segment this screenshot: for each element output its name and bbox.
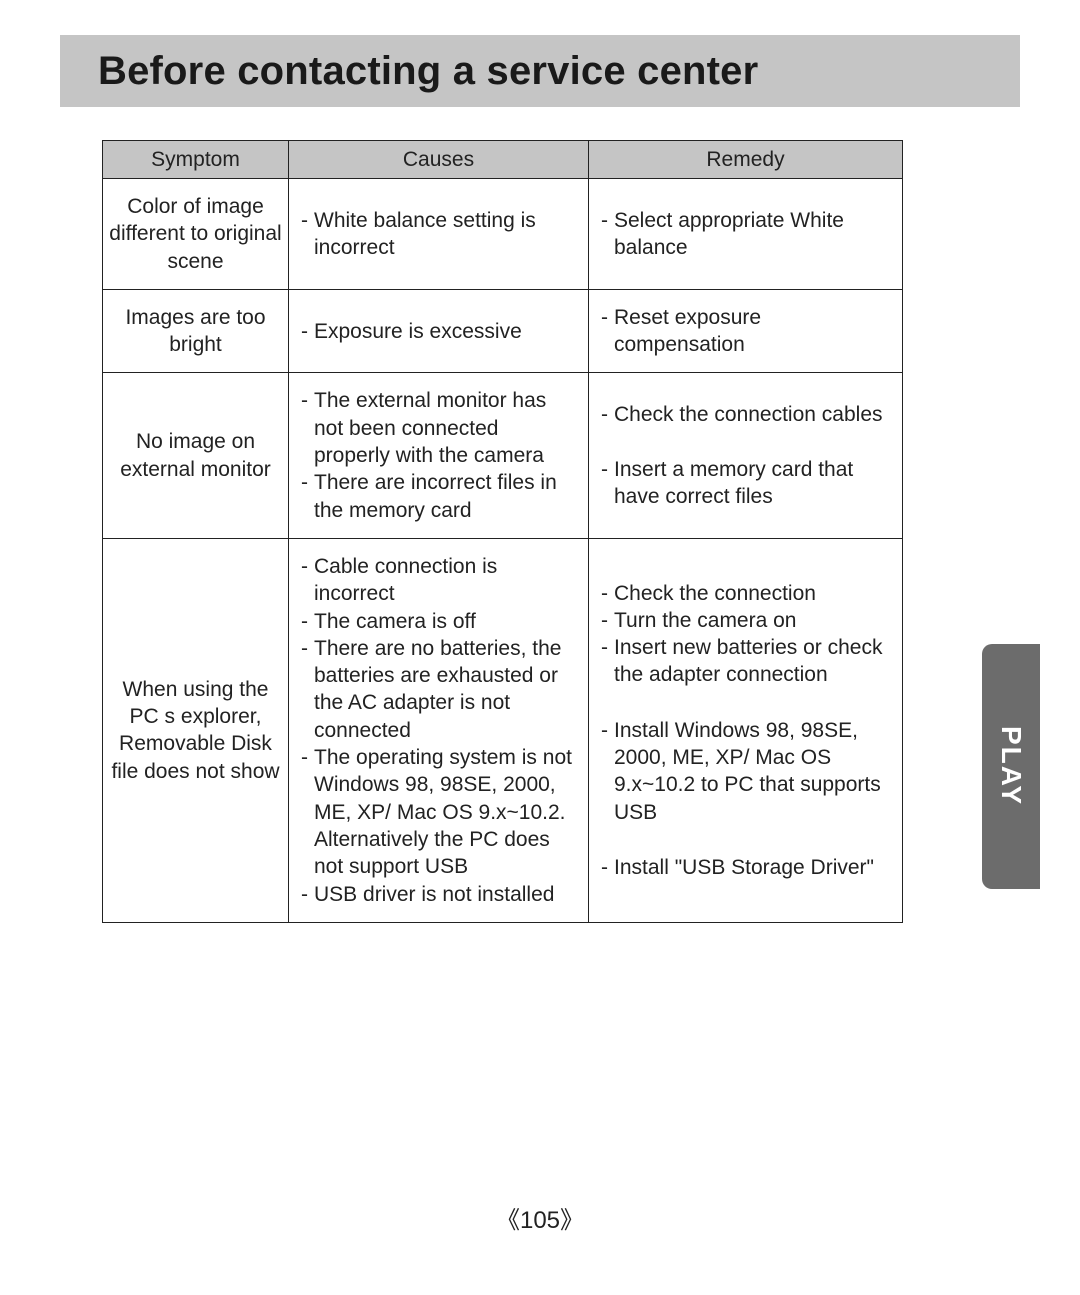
col-remedy: Remedy [589,141,903,179]
table-row: When using the PC s explorer, Removable … [103,538,903,922]
cell-symptom: Images are too bright [103,289,289,373]
table-row: No image on external monitor -The extern… [103,373,903,538]
cell-remedy: -Check the connection cables -Insert a m… [589,373,903,538]
table-row: Color of image different to original sce… [103,179,903,290]
col-causes: Causes [289,141,589,179]
cell-remedy: -Reset exposure compensation [589,289,903,373]
cell-symptom: When using the PC s explorer, Removable … [103,538,289,922]
cell-causes: -Cable connection is incorrect -The came… [289,538,589,922]
cell-causes: -White balance setting is incorrect [289,179,589,290]
col-symptom: Symptom [103,141,289,179]
cell-causes: -The external monitor has not been conne… [289,373,589,538]
cell-symptom: No image on external monitor [103,373,289,538]
section-tab-play: PLAY [982,644,1040,889]
manual-page: Before contacting a service center Sympt… [0,0,1080,1295]
title-band: Before contacting a service center [60,35,1020,107]
cell-remedy: -Check the connection -Turn the camera o… [589,538,903,922]
page-title: Before contacting a service center [98,49,758,94]
table-header-row: Symptom Causes Remedy [103,141,903,179]
section-tab-label: PLAY [995,726,1027,806]
troubleshooting-table: Symptom Causes Remedy Color of image dif… [102,140,903,923]
table-row: Images are too bright -Exposure is exces… [103,289,903,373]
cell-symptom: Color of image different to original sce… [103,179,289,290]
cell-causes: -Exposure is excessive [289,289,589,373]
page-number: 《105》 [0,1200,1080,1235]
troubleshooting-table-wrap: Symptom Causes Remedy Color of image dif… [102,140,902,923]
cell-remedy: -Select appropriate White balance [589,179,903,290]
